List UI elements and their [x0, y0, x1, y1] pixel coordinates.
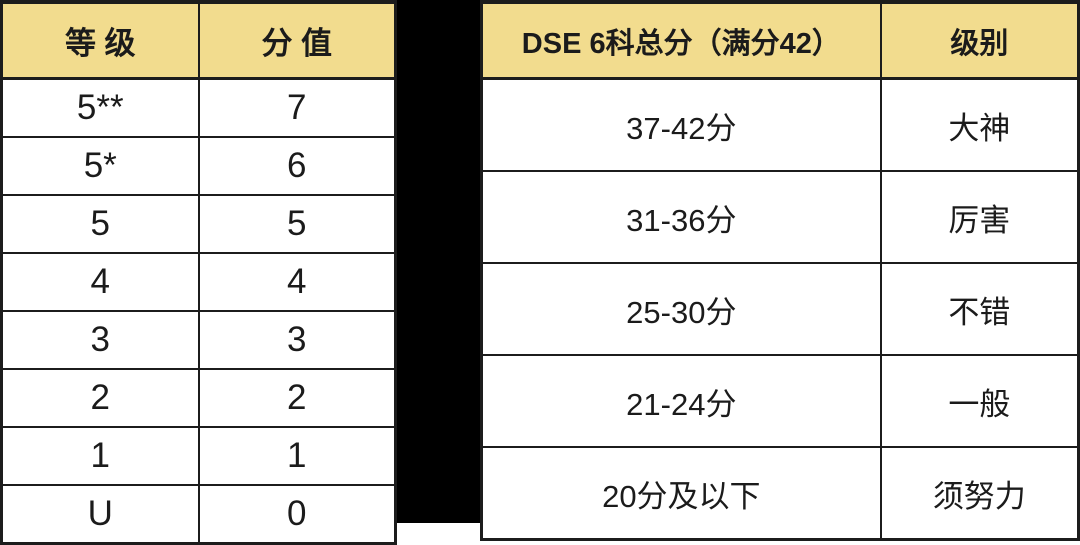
table-cell: 4	[0, 252, 200, 312]
black-divider	[397, 0, 480, 523]
table-cell: 4	[197, 252, 397, 312]
score-level-table: DSE 6科总分（满分42） 级别 37-42分 大神 31-36分 厉害 25-30分 不错…	[480, 0, 1080, 541]
table-cell: 37-42分	[480, 77, 882, 172]
table-cell: 2	[197, 368, 397, 428]
table-cell: U	[0, 484, 200, 545]
table-row: 37-42分 大神	[480, 77, 1080, 172]
table-row: 21-24分 一般	[480, 354, 1080, 448]
table-cell: 2	[0, 368, 200, 428]
header-cell: 分 值	[197, 1, 397, 80]
table-row: 25-30分 不错	[480, 262, 1080, 356]
table-cell: 5	[197, 194, 397, 254]
header-cell: 级别	[879, 1, 1080, 80]
table-row: 31-36分 厉害	[480, 170, 1080, 264]
table-cell: 0	[197, 484, 397, 545]
table-cell: 6	[197, 136, 397, 196]
grade-value-table: 等 级分 值 5** 7 5* 6 5 5 4 4 3 3 2 2 1 1 U 0	[0, 0, 397, 545]
table-cell: 31-36分	[480, 170, 882, 264]
table-cell: 5*	[0, 136, 200, 196]
table-row: 5** 7	[0, 77, 397, 138]
header-row: 等 级分 值	[0, 1, 397, 80]
header-cell: DSE 6科总分（满分42）	[480, 1, 882, 80]
table-cell: 5**	[0, 77, 200, 138]
table-cell: 1	[0, 426, 200, 486]
table-cell: 20分及以下	[480, 446, 882, 541]
table-cell: 25-30分	[480, 262, 882, 356]
table-cell: 7	[197, 77, 397, 138]
table-cell: 3	[0, 310, 200, 370]
table-cell: 一般	[879, 354, 1080, 448]
table-row: 5* 6	[0, 136, 397, 196]
table-row: 20分及以下 须努力	[480, 446, 1080, 541]
table-cell: 不错	[879, 262, 1080, 356]
header-cell: 等 级	[0, 1, 200, 80]
table-cell: 3	[197, 310, 397, 370]
table-cell: 厉害	[879, 170, 1080, 264]
table-cell: 21-24分	[480, 354, 882, 448]
table-cell: 5	[0, 194, 200, 254]
header-row: DSE 6科总分（满分42） 级别	[480, 1, 1080, 80]
table-cell: 1	[197, 426, 397, 486]
table-cell: 大神	[879, 77, 1080, 172]
table-cell: 须努力	[879, 446, 1080, 541]
